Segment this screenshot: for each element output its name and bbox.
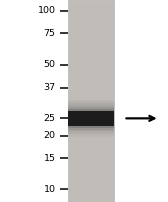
Text: 25: 25 <box>44 114 55 123</box>
Bar <box>68 0 114 202</box>
Bar <box>68 101 114 135</box>
Bar <box>68 109 114 128</box>
Text: 15: 15 <box>44 154 55 162</box>
Bar <box>68 100 114 137</box>
Bar <box>68 103 114 133</box>
Bar <box>68 107 114 130</box>
Text: 10: 10 <box>44 185 55 194</box>
Text: 20: 20 <box>44 131 55 140</box>
Bar <box>68 105 114 132</box>
Text: 75: 75 <box>44 28 55 38</box>
Text: 37: 37 <box>43 83 55 92</box>
Text: 50: 50 <box>44 60 55 69</box>
Bar <box>68 111 114 126</box>
Text: 100: 100 <box>37 6 55 15</box>
